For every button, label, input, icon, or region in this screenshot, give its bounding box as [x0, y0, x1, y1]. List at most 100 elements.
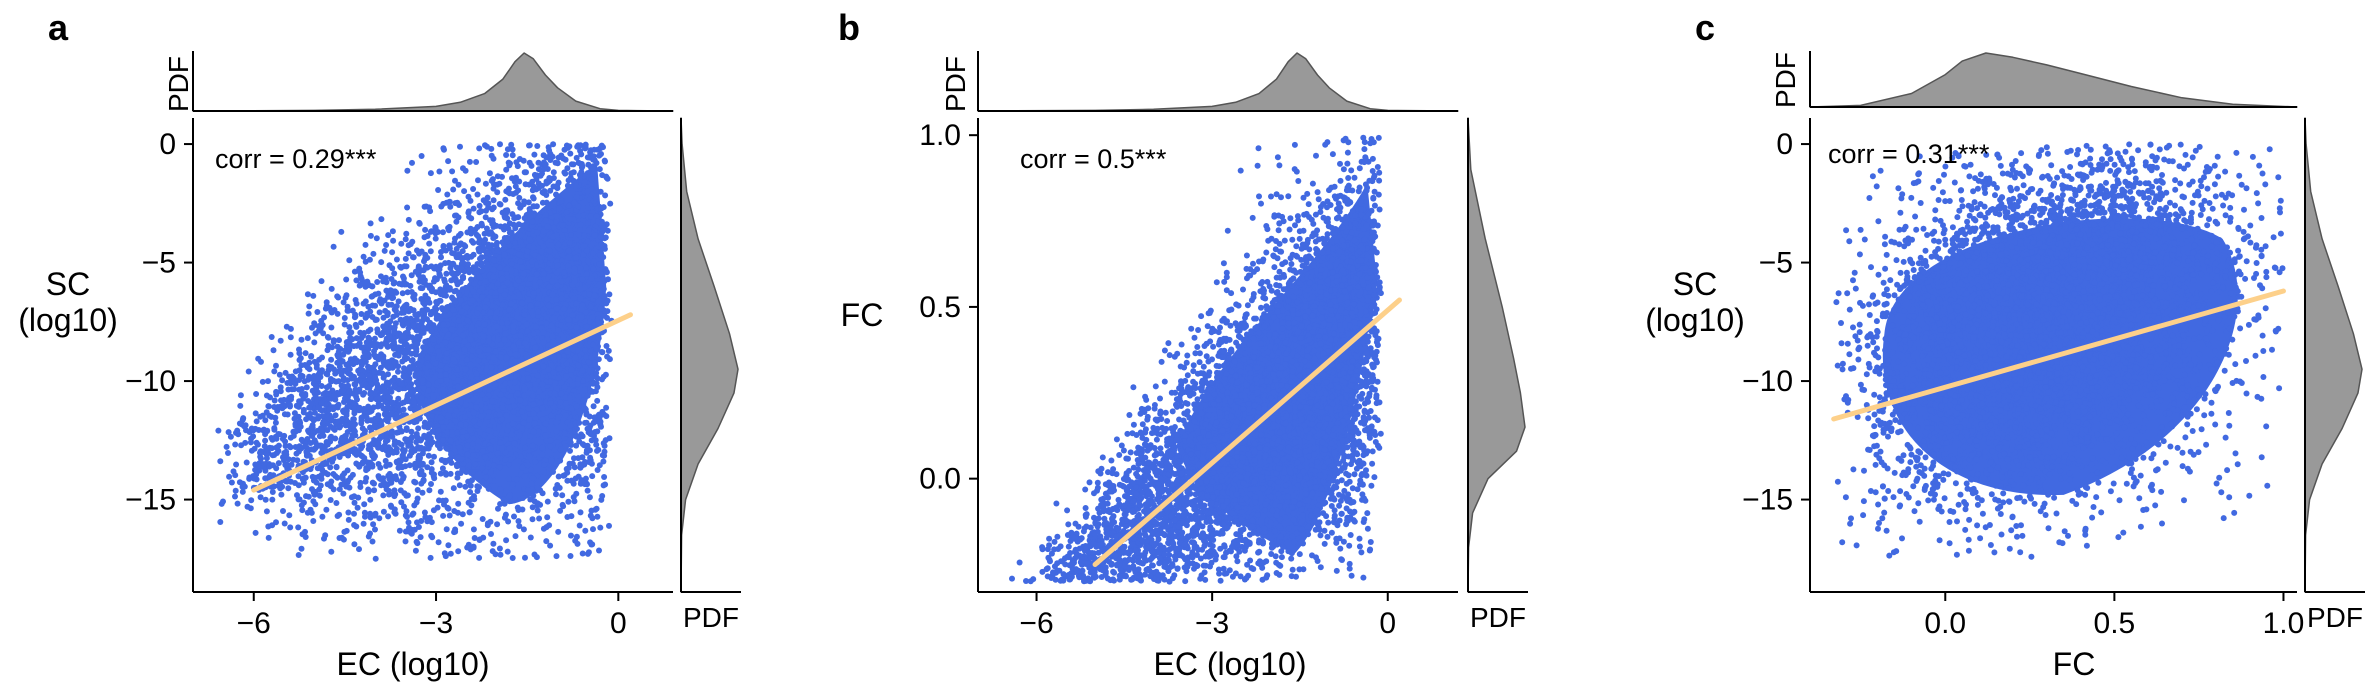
scatter-point	[232, 441, 239, 448]
scatter-point	[272, 419, 279, 426]
scatter-point	[534, 229, 541, 236]
scatter-point	[601, 293, 608, 300]
scatter-point	[556, 205, 563, 212]
scatter-point	[312, 439, 319, 446]
scatter-point	[480, 333, 487, 340]
scatter-point	[573, 490, 580, 497]
scatter-point	[275, 431, 282, 437]
scatter-point	[288, 461, 295, 468]
scatter-point	[517, 258, 524, 265]
scatter-point	[576, 522, 583, 529]
scatter-point	[468, 324, 475, 331]
scatter-point	[579, 367, 586, 374]
scatter-point	[503, 487, 510, 494]
scatter-point	[415, 380, 421, 387]
scatter-point	[488, 282, 495, 289]
scatter-point	[470, 409, 477, 416]
scatter-point	[417, 274, 424, 281]
scatter-point	[453, 270, 460, 277]
scatter-point	[328, 364, 335, 371]
scatter-point	[570, 161, 577, 168]
scatter-point	[233, 461, 240, 468]
scatter-point	[386, 475, 393, 482]
scatter-point	[277, 388, 284, 395]
scatter-point	[502, 196, 509, 203]
scatter-point	[444, 304, 451, 311]
scatter-point	[536, 254, 543, 261]
scatter-point	[492, 381, 499, 388]
scatter-point	[542, 212, 549, 219]
scatter-point	[459, 466, 466, 473]
scatter-point	[380, 356, 387, 363]
scatter-point	[513, 384, 520, 391]
scatter-point	[335, 378, 342, 385]
scatter-point	[601, 157, 608, 164]
scatter-point	[282, 369, 289, 376]
scatter-point	[481, 327, 488, 334]
scatter-point	[399, 446, 406, 453]
scatter-point	[422, 226, 429, 233]
scatter-point	[503, 537, 510, 544]
scatter-point	[511, 215, 518, 222]
scatter-point	[378, 259, 385, 266]
scatter-point	[567, 216, 574, 223]
scatter-point	[215, 427, 222, 434]
scatter-point	[556, 365, 563, 372]
scatter-point	[428, 327, 435, 334]
scatter-point	[443, 350, 450, 357]
scatter-point	[330, 339, 337, 345]
scatter-point	[452, 528, 459, 535]
scatter-point	[427, 421, 434, 428]
scatter-point	[283, 451, 290, 458]
scatter-point	[591, 146, 598, 153]
scatter-point	[359, 372, 366, 379]
scatter-point	[461, 338, 468, 345]
scatter-point	[348, 329, 355, 336]
scatter-point	[579, 276, 586, 283]
scatter-point	[586, 291, 593, 298]
scatter-point	[604, 353, 611, 360]
scatter-point	[413, 345, 420, 352]
scatter-point	[367, 390, 374, 397]
scatter-point	[462, 483, 469, 490]
scatter-point	[383, 463, 390, 469]
scatter-point	[402, 528, 409, 535]
scatter-point	[497, 486, 504, 492]
scatter-point	[504, 146, 511, 153]
scatter-point	[412, 268, 419, 275]
scatter-point	[518, 408, 525, 415]
scatter-point	[479, 285, 486, 292]
scatter-point	[418, 248, 425, 255]
scatter-point	[427, 208, 434, 215]
scatter-point	[422, 255, 429, 262]
scatter-point	[467, 197, 474, 204]
scatter-point	[262, 475, 269, 482]
scatter-point	[545, 366, 552, 373]
scatter-point	[453, 336, 460, 343]
scatter-point	[436, 497, 442, 504]
scatter-point	[455, 377, 462, 384]
scatter-point	[298, 545, 305, 552]
scatter-point	[410, 322, 417, 329]
scatter-point	[490, 257, 497, 264]
scatter-point	[469, 297, 476, 304]
scatter-point	[494, 521, 501, 528]
scatter-point	[393, 256, 400, 263]
scatter-point	[527, 534, 534, 541]
scatter-point	[340, 490, 347, 497]
scatter-point	[319, 354, 325, 361]
scatter-point	[286, 512, 293, 519]
scatter-point	[573, 182, 580, 189]
scatter-point	[316, 323, 323, 329]
scatter-point	[496, 201, 503, 207]
scatter-point	[387, 502, 394, 509]
scatter-point	[437, 377, 444, 384]
scatter-point	[476, 420, 483, 427]
scatter-point	[484, 261, 491, 268]
scatter-point	[468, 402, 475, 409]
scatter-point	[603, 269, 610, 276]
scatter-point	[499, 275, 506, 282]
scatter-point	[584, 425, 591, 432]
scatter-point	[405, 216, 412, 223]
scatter-point	[582, 527, 589, 534]
